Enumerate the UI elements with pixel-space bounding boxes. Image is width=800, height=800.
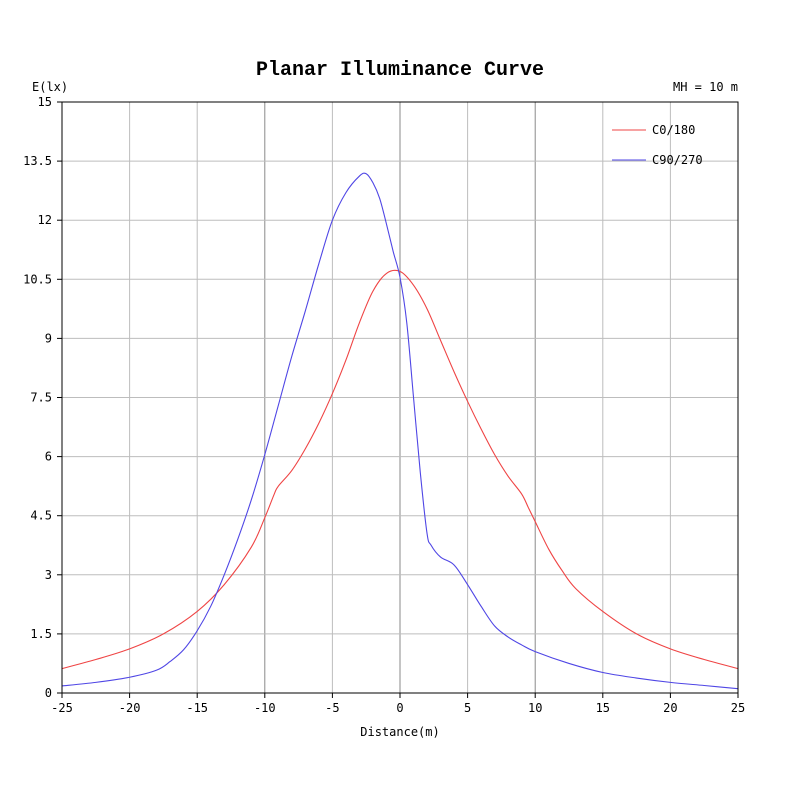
x-axis-label: Distance(m)	[360, 725, 439, 739]
y-tick-label: 10.5	[23, 272, 52, 286]
y-tick-label: 13.5	[23, 154, 52, 168]
y-tick-label: 4.5	[30, 509, 52, 523]
y-tick-label: 3	[45, 568, 52, 582]
y-axis-label: E(lx)	[32, 80, 68, 94]
mounting-height-annotation: MH = 10 m	[673, 80, 738, 94]
series-line-2	[61, 172, 739, 690]
grid-lines	[62, 102, 738, 693]
x-tick-label: -10	[254, 701, 276, 715]
series-lines	[61, 172, 739, 690]
y-tick-label: 15	[38, 95, 52, 109]
y-tick-label: 6	[45, 450, 52, 464]
y-tick-label: 0	[45, 686, 52, 700]
y-tick-label: 12	[38, 213, 52, 227]
chart-title: Planar Illuminance Curve	[256, 59, 544, 82]
y-tick-label: 1.5	[30, 627, 52, 641]
x-tick-label: 20	[663, 701, 677, 715]
x-tick-label: -25	[51, 701, 73, 715]
x-tick-label: 5	[464, 701, 471, 715]
y-tick-label: 7.5	[30, 391, 52, 405]
x-tick-label: 15	[596, 701, 610, 715]
x-tick-label: -15	[186, 701, 208, 715]
x-tick-label: -5	[325, 701, 339, 715]
y-tick-label: 9	[45, 331, 52, 345]
x-tick-label: 0	[396, 701, 403, 715]
axis-ticks: -25 -20 -15 -10 -5 0 5 10 15 20 25 0 1.5 3 4.5 6 7.5 9 10.…	[23, 95, 745, 715]
x-tick-label: -20	[119, 701, 141, 715]
series-line-1	[61, 269, 739, 670]
x-tick-label: 25	[731, 701, 745, 715]
x-tick-label: 10	[528, 701, 542, 715]
legend: C0/180 C90/270	[612, 123, 703, 167]
legend-label: C0/180	[652, 123, 695, 137]
legend-label: C90/270	[652, 153, 703, 167]
